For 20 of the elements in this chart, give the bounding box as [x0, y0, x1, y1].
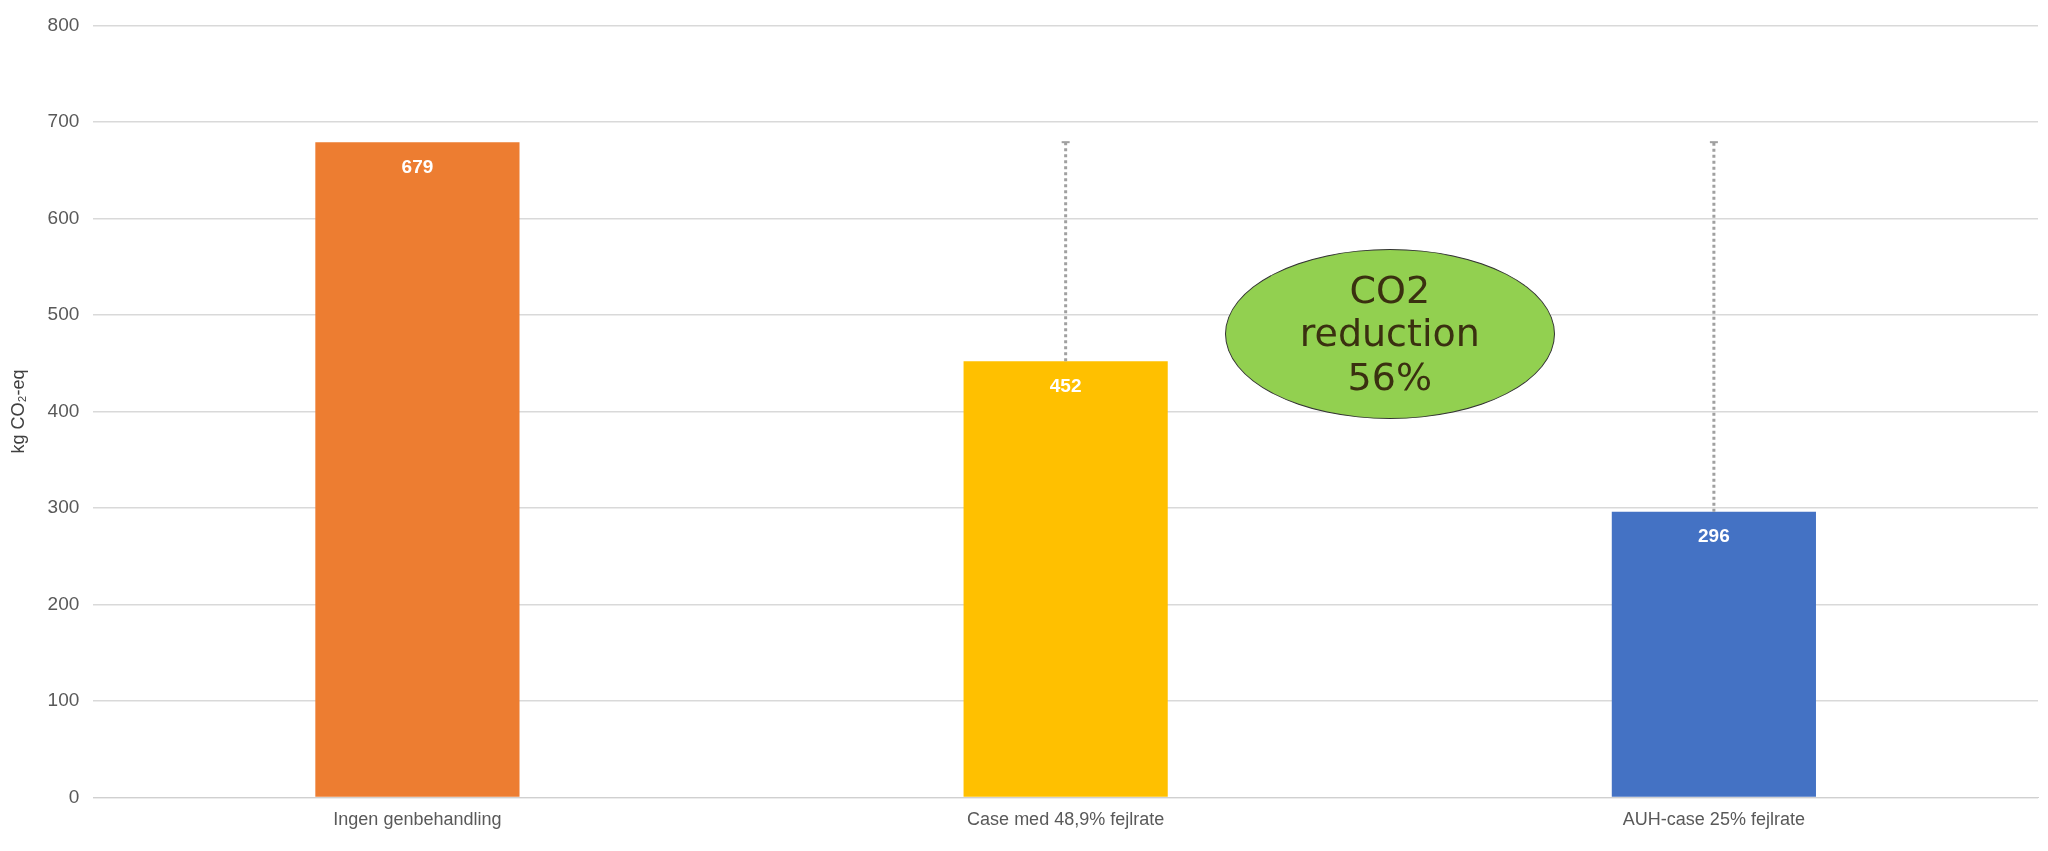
y-tick-label: 700: [47, 110, 80, 132]
y-tick-label: 600: [47, 206, 80, 228]
x-tick-label: Ingen genbehandling: [333, 809, 502, 830]
y-tick-label: 500: [47, 303, 80, 325]
y-tick-label: 800: [47, 13, 80, 35]
x-tick-label: AUH-case 25% fejlrate: [1622, 809, 1805, 830]
y-tick-label: 400: [47, 399, 80, 421]
y-tick-label: 100: [47, 689, 80, 711]
data-label: 679: [401, 155, 434, 177]
data-label: 452: [1049, 374, 1082, 396]
data-label: 296: [1698, 525, 1730, 547]
bar: [1611, 511, 1816, 797]
ellipse-callout: CO2 reduction 56%: [1224, 249, 1555, 420]
bar: [315, 142, 520, 797]
y-tick-label: 0: [68, 785, 80, 807]
x-tick-label: Case med 48,9% fejlrate: [967, 809, 1165, 830]
y-tick-label: 200: [47, 592, 80, 614]
y-tick-label: 300: [47, 496, 80, 518]
bar: [963, 361, 1168, 797]
y-axis-title: kg CO₂-eq: [7, 369, 28, 454]
